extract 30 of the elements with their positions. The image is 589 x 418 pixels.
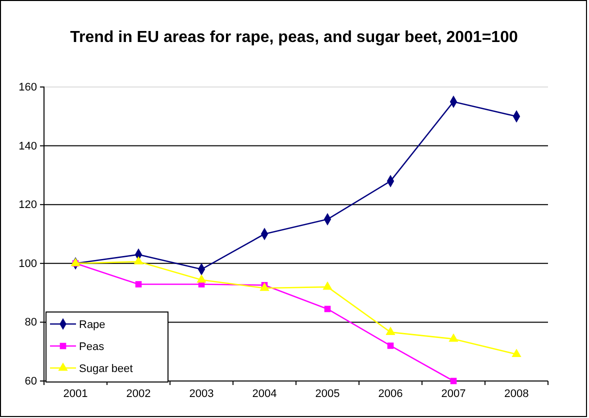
legend-label: Peas: [79, 341, 105, 353]
point: [134, 256, 144, 264]
x-tick-label: 2002: [126, 388, 151, 400]
point: [135, 281, 142, 288]
point: [196, 274, 206, 283]
x-tick-label: 2003: [189, 388, 214, 400]
point: [322, 281, 332, 290]
y-tick-label: 80: [24, 316, 37, 329]
legend-label: Sugar beet: [79, 363, 133, 375]
x-tick-label: 2008: [504, 388, 529, 400]
point: [70, 258, 80, 266]
point: [386, 326, 396, 335]
point: [450, 378, 457, 384]
x-tick-label: 2001: [63, 388, 88, 400]
point: [260, 282, 270, 291]
point: [512, 348, 522, 358]
x-tick-label: 2007: [441, 388, 466, 400]
x-tick-label: 2004: [252, 388, 277, 400]
y-tick-label: 100: [18, 258, 37, 270]
x-tick-label: 2005: [315, 388, 340, 400]
chart-title: Trend in EU areas for rape, peas, and sugar beet, 2001=100: [70, 29, 518, 46]
y-tick-label: 60: [24, 376, 37, 388]
y-tick-label: 160: [18, 82, 37, 94]
point: [448, 333, 458, 342]
point: [324, 306, 331, 312]
x-tick-label: 2006: [378, 388, 403, 400]
y-tick-label: 120: [18, 199, 37, 212]
y-tick-label: 140: [18, 140, 37, 152]
point: [387, 342, 394, 349]
legend-label: Rape: [79, 319, 106, 331]
